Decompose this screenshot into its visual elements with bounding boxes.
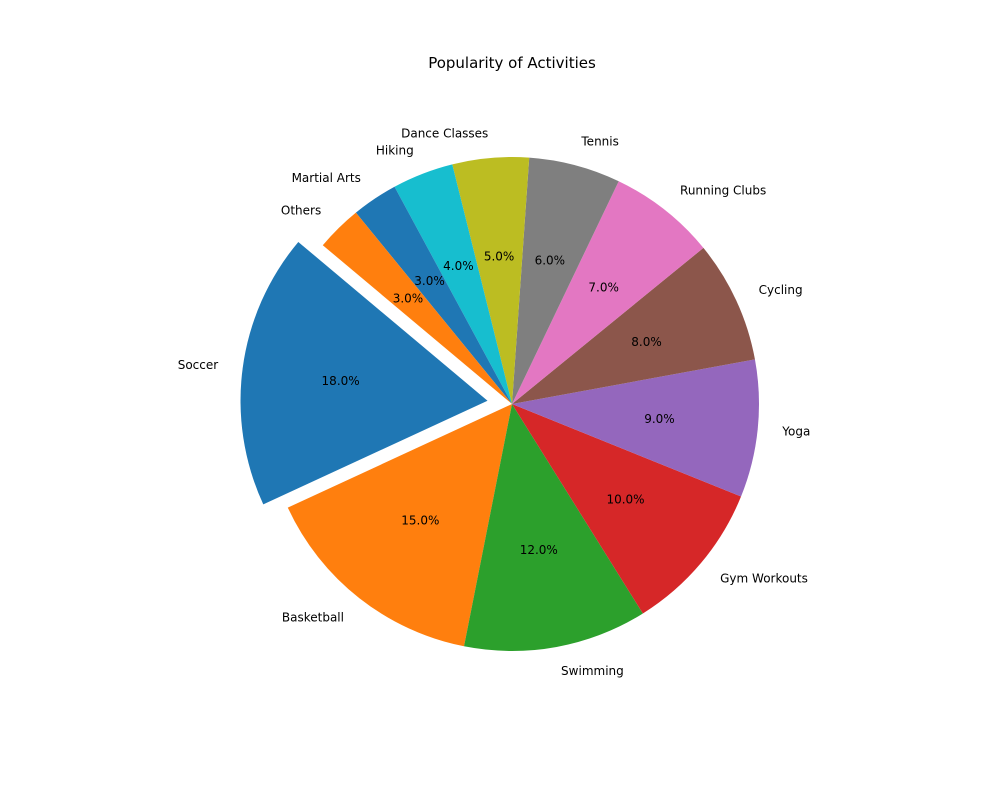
label-cycling: Cycling: [759, 283, 803, 297]
pct-hiking: 4.0%: [443, 259, 474, 273]
slice-soccer: [240, 241, 488, 505]
label-tennis: Tennis: [580, 134, 618, 148]
slice-cycling: [512, 247, 755, 404]
slice-swimming: [464, 404, 643, 651]
label-soccer: Soccer: [178, 358, 219, 372]
pct-basketball: 15.0%: [401, 513, 439, 527]
pct-dance-classes: 5.0%: [484, 249, 515, 263]
slice-dance-classes: [452, 156, 530, 404]
pct-yoga: 9.0%: [644, 412, 675, 426]
label-hiking: Hiking: [376, 144, 414, 158]
label-basketball: Basketball: [282, 611, 344, 625]
slice-tennis: [512, 157, 619, 404]
slice-gym-workouts: [512, 404, 742, 614]
pie-labels: Soccer 18.0% Basketball 15.0% Swimming 12.0% G…: [178, 126, 811, 678]
pct-cycling: 8.0%: [631, 335, 662, 349]
pct-gym-workouts: 10.0%: [606, 492, 644, 506]
label-martial-arts: Martial Arts: [292, 171, 361, 185]
slice-running-clubs: [512, 181, 704, 404]
pie-slices: [240, 156, 759, 651]
pct-others: 3.0%: [393, 291, 424, 305]
slice-martial-arts: [355, 186, 512, 404]
pct-swimming: 12.0%: [520, 543, 558, 557]
slice-hiking: [394, 164, 512, 404]
pct-tennis: 6.0%: [535, 254, 566, 268]
label-yoga: Yoga: [781, 424, 810, 438]
pct-martial-arts: 3.0%: [414, 274, 445, 288]
slice-yoga: [512, 359, 759, 497]
slice-others: [322, 212, 512, 404]
pct-soccer: 18.0%: [322, 374, 360, 388]
label-dance-classes: Dance Classes: [401, 126, 488, 140]
label-others: Others: [281, 204, 321, 218]
pct-running-clubs: 7.0%: [588, 281, 619, 295]
label-running-clubs: Running Clubs: [680, 183, 766, 197]
label-swimming: Swimming: [561, 664, 624, 678]
label-gym-workouts: Gym Workouts: [720, 572, 808, 586]
slice-basketball: [287, 404, 512, 647]
chart-title: Popularity of Activities: [428, 54, 596, 72]
